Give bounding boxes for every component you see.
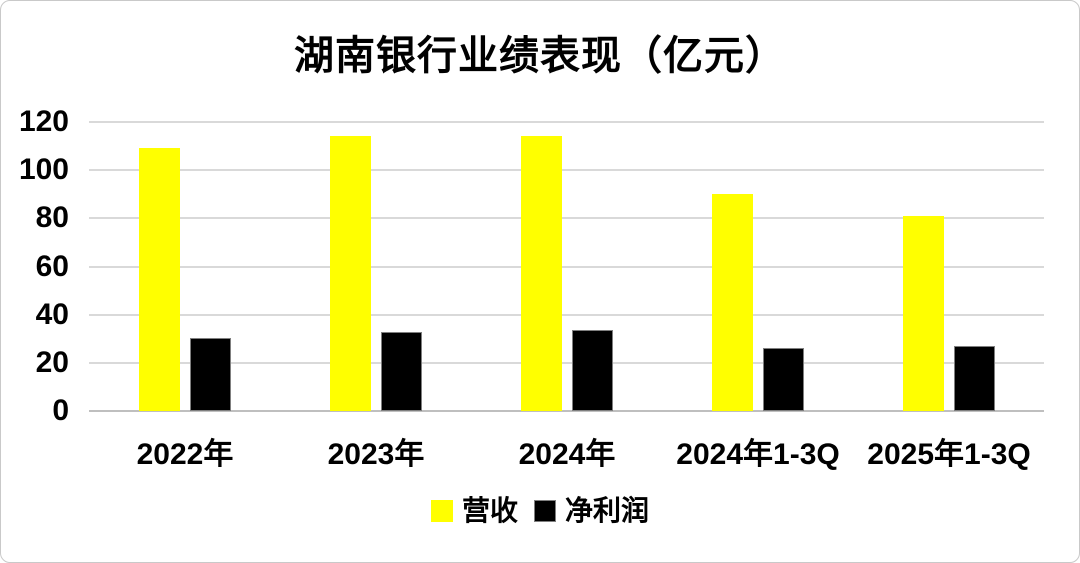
legend: 营收 净利润 (1, 497, 1079, 525)
x-axis-label: 2024年 (518, 438, 616, 471)
bar-net-profit (763, 348, 804, 411)
bar-net-profit (954, 346, 995, 411)
y-axis-label: 0 (52, 394, 69, 427)
bar-revenue (903, 216, 944, 411)
legend-label: 营收 (461, 495, 518, 526)
bar-revenue (139, 148, 180, 411)
legend-swatch-revenue (430, 500, 453, 522)
bar-net-profit (190, 338, 231, 411)
x-axis-line (89, 410, 1044, 412)
y-axis-label: 80 (35, 201, 69, 234)
x-axis-label: 2025年1-3Q (867, 438, 1031, 471)
gridline (89, 217, 1044, 219)
legend-item: 净利润 (534, 497, 649, 525)
bar-revenue (330, 136, 371, 411)
legend-swatch-net-profit (534, 500, 556, 522)
chart-title: 湖南银行业绩表现（亿元） (294, 34, 786, 78)
x-axis-label: 2023年 (327, 438, 425, 471)
bar-net-profit (572, 330, 613, 411)
y-axis-label: 40 (35, 298, 69, 331)
y-axis-label: 60 (35, 250, 69, 283)
legend-label: 净利润 (565, 495, 650, 526)
gridline (89, 266, 1044, 268)
y-axis-label: 20 (35, 346, 69, 379)
gridline (89, 314, 1044, 316)
bar-revenue (712, 194, 753, 411)
bar-net-profit (381, 332, 422, 411)
legend-item: 营收 (430, 495, 518, 526)
gridline (89, 362, 1044, 364)
gridline (89, 121, 1044, 123)
y-axis-label: 100 (18, 153, 69, 186)
x-axis-label: 2022年 (136, 438, 234, 471)
x-axis-label: 2024年1-3Q (676, 438, 840, 471)
gridline (89, 169, 1044, 171)
y-axis-label: 120 (18, 105, 69, 138)
bar-revenue (521, 136, 562, 411)
